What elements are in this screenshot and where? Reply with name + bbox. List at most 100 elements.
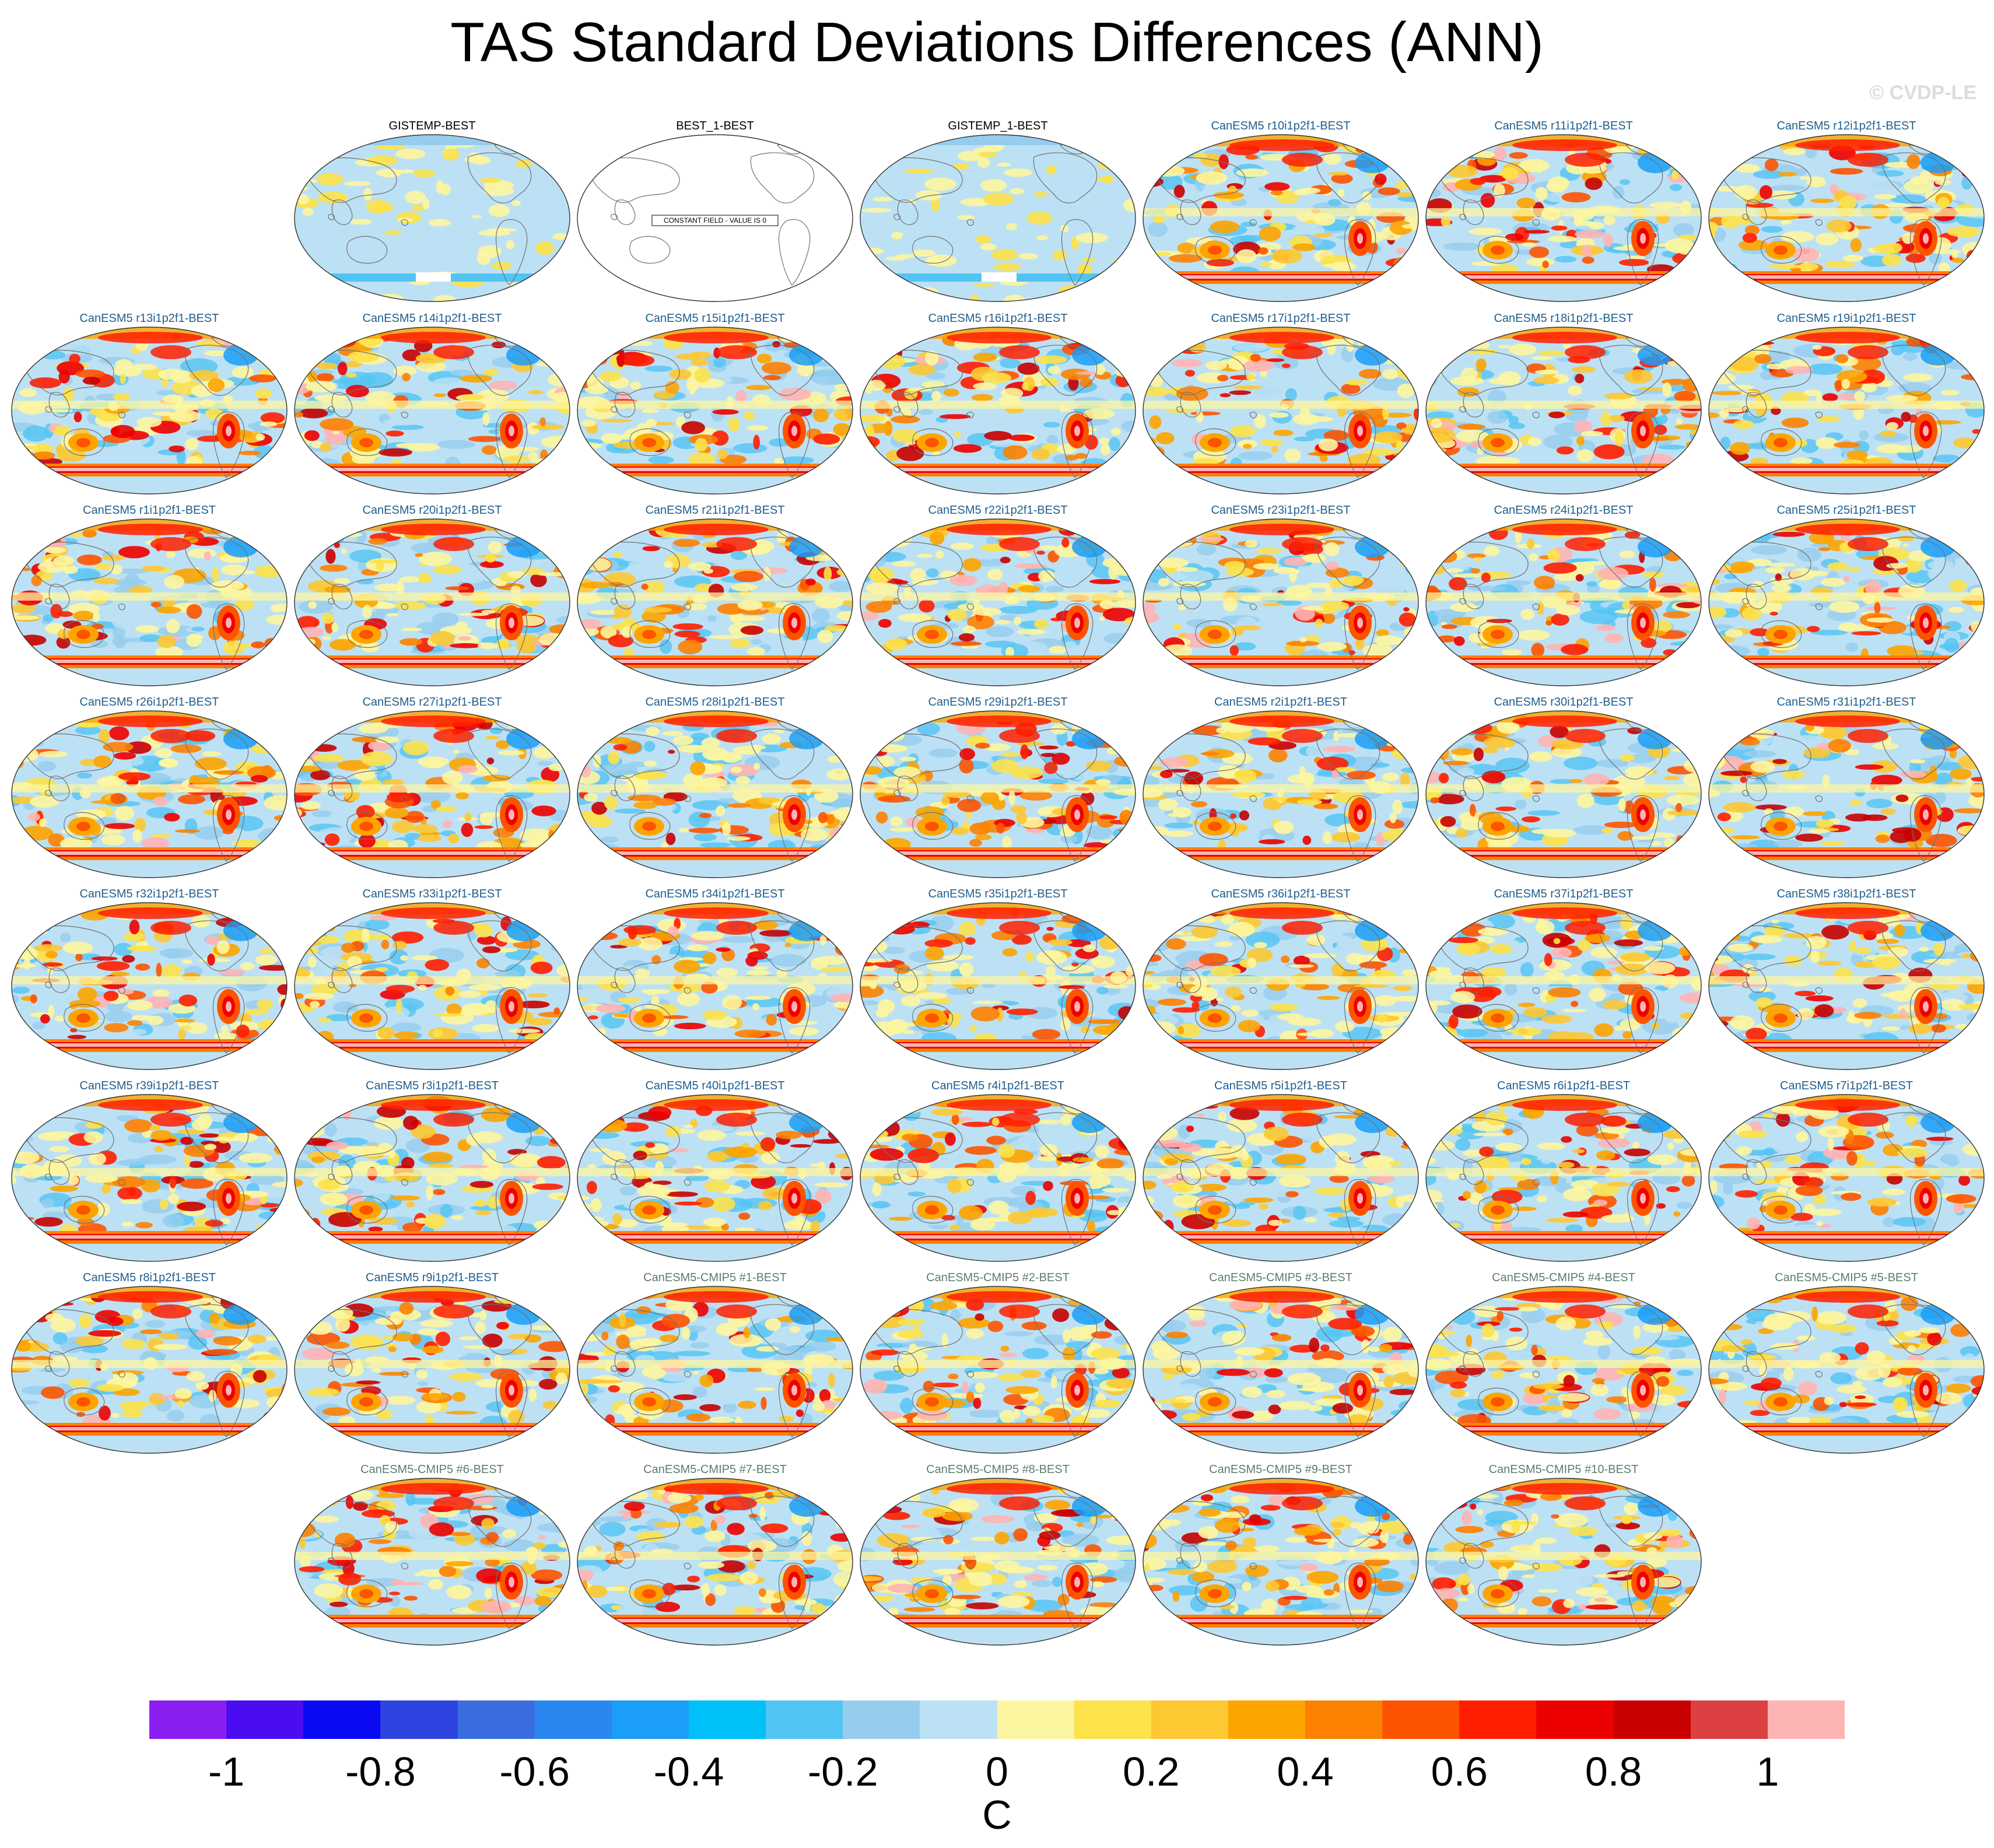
panel-title: CanESM5 r18i1p2f1-BEST: [1494, 312, 1634, 325]
colorbar-swatch: [457, 1700, 535, 1739]
colorbar-swatch: [1151, 1700, 1229, 1739]
map-panel: CanESM5 r40i1p2f1-BEST: [576, 1079, 854, 1264]
colorbar-swatch: [920, 1700, 997, 1739]
map-panel: CanESM5-CMIP5 #8-BEST: [859, 1463, 1137, 1647]
colorbar-swatch: [688, 1700, 766, 1739]
map-plot: [11, 1286, 288, 1454]
map-plot: [860, 1094, 1136, 1262]
colorbar-swatch: [1613, 1700, 1691, 1739]
panel-title: CanESM5 r14i1p2f1-BEST: [362, 312, 502, 325]
map-panel: CanESM5 r38i1p2f1-BEST: [1708, 888, 1985, 1072]
map-panel: CanESM5 r3i1p2f1-BEST: [293, 1079, 571, 1264]
map-plot: [294, 902, 570, 1070]
map-plot: [577, 710, 853, 878]
map-plot: [1425, 134, 1702, 302]
map-panel: CanESM5 r37i1p2f1-BEST: [1425, 888, 1702, 1072]
colorbar-swatch: [534, 1700, 612, 1739]
colorbar-tick-label: 0.8: [1585, 1749, 1642, 1794]
map-plot: [1708, 327, 1985, 495]
map-panel: CanESM5 r7i1p2f1-BEST: [1708, 1079, 1985, 1264]
map-panel: CanESM5-CMIP5 #1-BEST: [576, 1271, 854, 1456]
map-plot: [1143, 902, 1419, 1070]
map-plot: [294, 518, 570, 686]
map-plot: [11, 327, 288, 495]
map-plot: [294, 1286, 570, 1454]
map-panel: CanESM5 r29i1p2f1-BEST: [859, 696, 1137, 880]
panel-title: CanESM5 r31i1p2f1-BEST: [1776, 696, 1916, 709]
panel-title: CanESM5 r25i1p2f1-BEST: [1776, 504, 1916, 517]
map-panel: CanESM5-CMIP5 #2-BEST: [859, 1271, 1137, 1456]
map-panel: CanESM5 r35i1p2f1-BEST: [859, 888, 1137, 1072]
map-panel: CanESM5-CMIP5 #9-BEST: [1142, 1463, 1420, 1647]
map-plot: [1708, 518, 1985, 686]
map-plot: [1708, 1094, 1985, 1262]
map-plot: [294, 1478, 570, 1646]
credit-text: © CVDP-LE: [1869, 82, 1977, 104]
map-plot: [1143, 1094, 1419, 1262]
colorbar-swatch: [1228, 1700, 1306, 1739]
panel-title: CanESM5-CMIP5 #2-BEST: [926, 1271, 1070, 1284]
colorbar-swatch: [611, 1700, 689, 1739]
map-panel: CanESM5 r32i1p2f1-BEST: [10, 888, 288, 1072]
map-panel: CanESM5 r23i1p2f1-BEST: [1142, 504, 1420, 688]
map-plot: [11, 710, 288, 878]
colorbar-tick-label: 0.2: [1123, 1749, 1180, 1794]
colorbar-swatch: [303, 1700, 381, 1739]
map-panel: CanESM5-CMIP5 #7-BEST: [576, 1463, 854, 1647]
map-plot: [1425, 1286, 1702, 1454]
map-panel: CanESM5 r16i1p2f1-BEST: [859, 312, 1137, 496]
map-plot: [1425, 1478, 1702, 1646]
map-panel: CanESM5-CMIP5 #4-BEST: [1425, 1271, 1702, 1456]
map-panel: CanESM5 r11i1p2f1-BEST: [1425, 120, 1702, 304]
map-panel: CanESM5 r22i1p2f1-BEST: [859, 504, 1137, 688]
panel-title: CanESM5-CMIP5 #6-BEST: [360, 1463, 504, 1476]
map-plot: [1143, 327, 1419, 495]
colorbar-tick-label: -0.4: [653, 1749, 724, 1794]
panel-title: CanESM5 r33i1p2f1-BEST: [362, 888, 502, 900]
map-plot: [860, 1286, 1136, 1454]
panel-title: CanESM5 r21i1p2f1-BEST: [645, 504, 785, 517]
map-panel: CanESM5 r30i1p2f1-BEST: [1425, 696, 1702, 880]
colorbar-swatch: [380, 1700, 458, 1739]
map-plot: [860, 902, 1136, 1070]
map-plot: [1425, 327, 1702, 495]
panel-title: CanESM5 r16i1p2f1-BEST: [928, 312, 1068, 325]
map-panel: CanESM5 r36i1p2f1-BEST: [1142, 888, 1420, 1072]
colorbar-tick-label: -0.6: [499, 1749, 570, 1794]
map-panel: CanESM5 r12i1p2f1-BEST: [1708, 120, 1985, 304]
map-panel: CanESM5 r39i1p2f1-BEST: [10, 1079, 288, 1264]
map-panel: CanESM5 r4i1p2f1-BEST: [859, 1079, 1137, 1264]
map-plot: [294, 327, 570, 495]
map-panel: CanESM5 r34i1p2f1-BEST: [576, 888, 854, 1072]
panel-title: CanESM5 r38i1p2f1-BEST: [1776, 888, 1916, 900]
panel-title: CanESM5 r20i1p2f1-BEST: [362, 504, 502, 517]
map-plot: [1708, 1286, 1985, 1454]
colorbar-swatch: [1536, 1700, 1614, 1739]
panel-title: CanESM5 r1i1p2f1-BEST: [83, 504, 216, 517]
map-panel: CanESM5 r33i1p2f1-BEST: [293, 888, 571, 1072]
map-panel: CanESM5 r21i1p2f1-BEST: [576, 504, 854, 688]
map-panel: CanESM5 r14i1p2f1-BEST: [293, 312, 571, 496]
map-panel: CanESM5-CMIP5 #3-BEST: [1142, 1271, 1420, 1456]
map-plot: [860, 327, 1136, 495]
colorbar-swatch: [226, 1700, 304, 1739]
map-plot: [1425, 1094, 1702, 1262]
map-panel: CanESM5 r20i1p2f1-BEST: [293, 504, 571, 688]
map-panel: CanESM5 r5i1p2f1-BEST: [1142, 1079, 1420, 1264]
panel-title: CanESM5 r27i1p2f1-BEST: [362, 696, 502, 709]
panel-title: CanESM5-CMIP5 #1-BEST: [643, 1271, 787, 1284]
map-panel: CanESM5 r8i1p2f1-BEST: [10, 1271, 288, 1456]
panel-title: CanESM5 r8i1p2f1-BEST: [83, 1271, 216, 1284]
map-plot: [1143, 134, 1419, 302]
figure-title: TAS Standard Deviations Differences (ANN…: [450, 11, 1544, 73]
panel-title: CanESM5 r37i1p2f1-BEST: [1494, 888, 1634, 900]
colorbar-tick-label: 0.6: [1431, 1749, 1488, 1794]
map-plot: [577, 1286, 853, 1454]
panel-title: CanESM5-CMIP5 #9-BEST: [1209, 1463, 1352, 1476]
map-plot: [577, 902, 853, 1070]
map-plot: [577, 327, 853, 495]
colorbar-swatch: [1767, 1700, 1845, 1739]
panel-title: CanESM5 r29i1p2f1-BEST: [928, 696, 1068, 709]
map-panel: CanESM5 r25i1p2f1-BEST: [1708, 504, 1985, 688]
panel-title: CanESM5 r24i1p2f1-BEST: [1494, 504, 1634, 517]
